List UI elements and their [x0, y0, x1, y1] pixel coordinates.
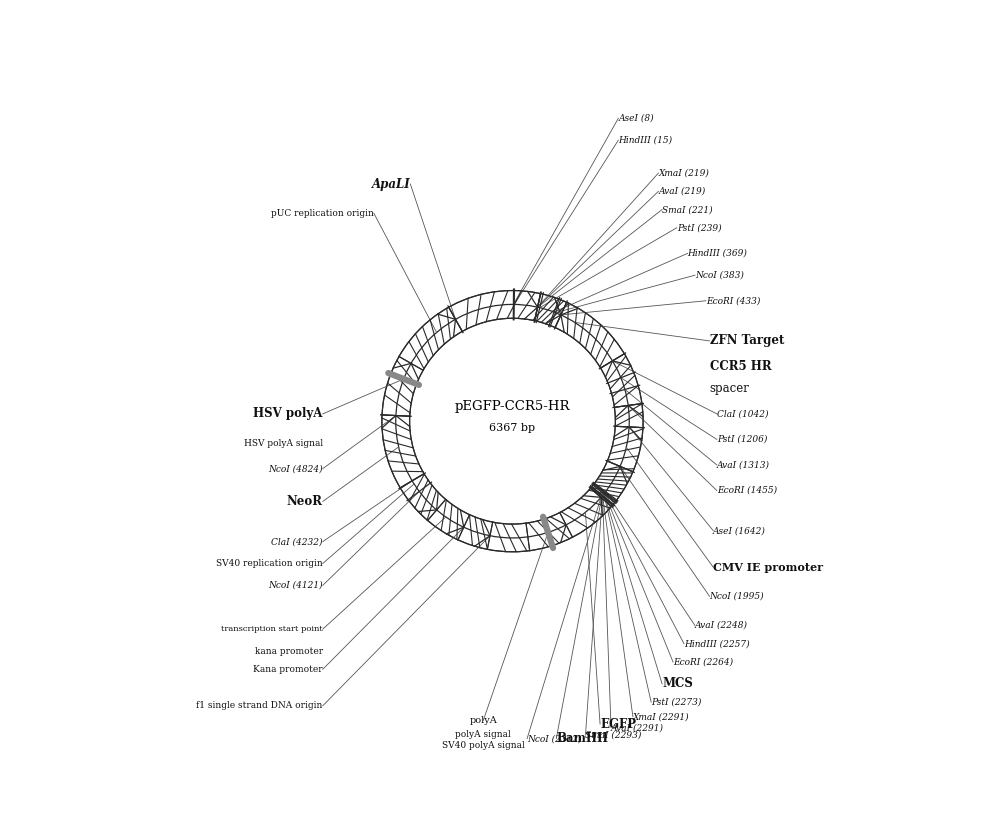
- Text: NcoI (2312): NcoI (2312): [527, 734, 582, 743]
- Text: polyA: polyA: [469, 716, 497, 725]
- Text: XmaI (219): XmaI (219): [658, 168, 709, 178]
- Text: PstI (1206): PstI (1206): [717, 435, 767, 444]
- Text: HSV polyA: HSV polyA: [253, 407, 323, 420]
- Text: polyA signal: polyA signal: [455, 731, 511, 740]
- Text: PstI (2273): PstI (2273): [651, 697, 702, 706]
- Text: NcoI (1995): NcoI (1995): [710, 592, 764, 600]
- Text: NeoR: NeoR: [287, 495, 323, 508]
- Text: HindIII (15): HindIII (15): [618, 136, 672, 145]
- Text: ApaLI: ApaLI: [372, 178, 410, 190]
- Text: SV40 polyA signal: SV40 polyA signal: [442, 741, 525, 751]
- Text: transcription start point: transcription start point: [221, 626, 323, 633]
- Text: BamHII: BamHII: [556, 732, 608, 745]
- Text: ClaI (4232): ClaI (4232): [271, 537, 323, 546]
- Text: AvaI (2248): AvaI (2248): [695, 621, 748, 630]
- Text: HSV polyA signal: HSV polyA signal: [244, 439, 323, 448]
- Text: ZFN Target: ZFN Target: [710, 334, 784, 348]
- Text: HindIII (2257): HindIII (2257): [684, 639, 750, 648]
- Text: EcoRI (1455): EcoRI (1455): [717, 486, 777, 495]
- Text: 6367 bp: 6367 bp: [489, 424, 536, 434]
- Text: kana promoter: kana promoter: [255, 646, 323, 656]
- Text: EGFP: EGFP: [600, 717, 636, 731]
- Text: f1 single strand DNA origin: f1 single strand DNA origin: [196, 701, 323, 711]
- Text: spacer: spacer: [710, 382, 749, 394]
- Text: AseI (8): AseI (8): [618, 113, 654, 123]
- Text: SmaI (2293): SmaI (2293): [585, 731, 642, 740]
- Text: SmaI (221): SmaI (221): [662, 205, 713, 214]
- Text: HindIII (369): HindIII (369): [688, 249, 748, 258]
- Text: CCR5 HR: CCR5 HR: [710, 360, 771, 373]
- Text: EcoRI (2264): EcoRI (2264): [673, 657, 733, 666]
- Text: CMV IE promoter: CMV IE promoter: [713, 561, 823, 573]
- Text: AvaI (219): AvaI (219): [658, 187, 706, 196]
- Text: NcoI (4121): NcoI (4121): [268, 580, 323, 590]
- Text: ClaI (1042): ClaI (1042): [717, 409, 768, 419]
- Text: NcoI (4824): NcoI (4824): [268, 464, 323, 473]
- Text: XmaI (2291): XmaI (2291): [633, 712, 690, 721]
- Text: pEGFP-CCR5-HR: pEGFP-CCR5-HR: [455, 400, 570, 413]
- Text: AvaI (2291): AvaI (2291): [611, 723, 664, 732]
- Text: EcoRI (433): EcoRI (433): [706, 296, 760, 305]
- Text: Kana promoter: Kana promoter: [253, 665, 323, 674]
- Text: AseI (1642): AseI (1642): [713, 526, 766, 535]
- Text: PstI (239): PstI (239): [677, 224, 721, 233]
- Text: NcoI (383): NcoI (383): [695, 271, 744, 279]
- Text: MCS: MCS: [662, 677, 693, 691]
- Text: AvaI (1313): AvaI (1313): [717, 460, 770, 470]
- Text: SV40 replication origin: SV40 replication origin: [216, 559, 323, 568]
- Text: pUC replication origin: pUC replication origin: [271, 208, 374, 218]
